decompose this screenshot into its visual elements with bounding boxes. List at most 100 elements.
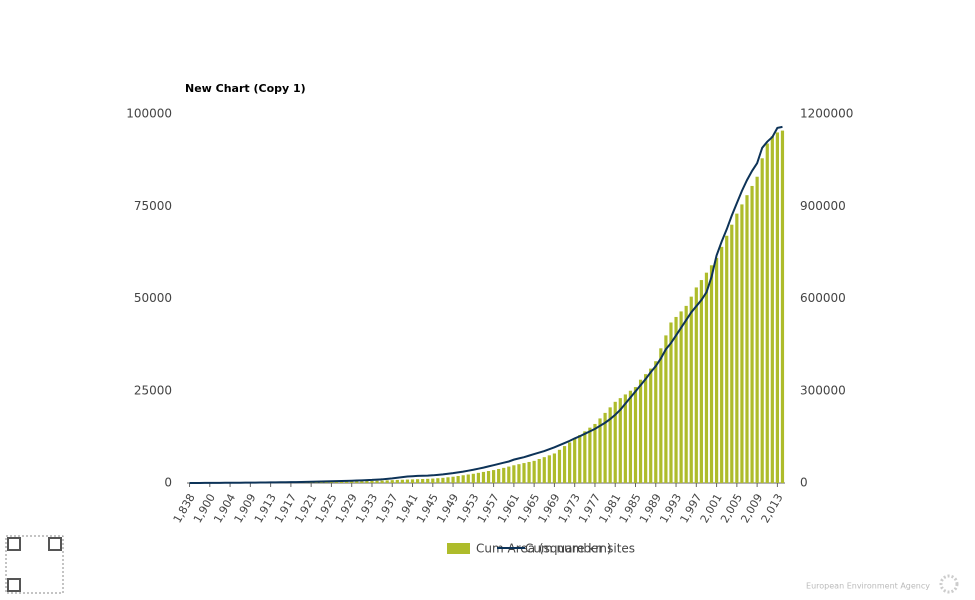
- y2-tick-label: 1200000: [800, 107, 853, 121]
- bar: [436, 478, 440, 483]
- bar: [345, 481, 349, 483]
- bar: [390, 480, 394, 483]
- bar: [603, 412, 607, 483]
- bar: [644, 374, 648, 483]
- bar: [740, 204, 744, 483]
- bar: [446, 477, 450, 483]
- bar: [593, 423, 597, 483]
- y2-tick-label: 0: [800, 476, 808, 490]
- bar: [542, 457, 546, 483]
- legend-swatch: [447, 543, 470, 554]
- bar: [385, 480, 389, 483]
- bar: [334, 481, 339, 483]
- bar: [669, 322, 673, 483]
- bar: [735, 213, 739, 483]
- bar: [365, 481, 369, 483]
- bar: [745, 195, 749, 483]
- bar: [608, 407, 612, 483]
- bar: [481, 471, 486, 483]
- bar: [664, 335, 668, 483]
- bar: [694, 287, 698, 483]
- y-tick-label: 0: [164, 476, 172, 490]
- bar: [573, 438, 577, 483]
- bar: [578, 435, 582, 483]
- bar: [583, 431, 587, 483]
- bar: [568, 442, 572, 483]
- bar: [486, 471, 491, 483]
- bar: [765, 143, 769, 483]
- bar: [355, 481, 359, 483]
- bar: [415, 479, 420, 483]
- bar: [699, 280, 703, 483]
- bar: [714, 257, 719, 483]
- eea-logo: [939, 574, 959, 594]
- bar: [674, 316, 678, 483]
- line: [189, 125, 783, 484]
- y2-tick-label: 600000: [800, 291, 846, 305]
- bar: [562, 446, 567, 483]
- bar: [324, 481, 328, 483]
- bar: [395, 479, 399, 483]
- bar: [492, 470, 496, 483]
- bar: [441, 477, 445, 483]
- bar: [725, 235, 729, 483]
- bar: [649, 368, 653, 483]
- bar: [512, 465, 516, 483]
- bar: [466, 474, 470, 483]
- bar: [730, 224, 734, 483]
- bar: [471, 473, 475, 483]
- bar: [370, 480, 374, 483]
- bar: [760, 158, 764, 483]
- bar: [476, 472, 480, 483]
- bar: [461, 475, 465, 483]
- y-tick-label: 100000: [126, 107, 172, 121]
- bar: [421, 479, 425, 483]
- bar: [704, 272, 709, 483]
- bar: [628, 390, 633, 483]
- bar: [598, 418, 602, 483]
- bar: [775, 132, 779, 483]
- bar: [426, 478, 430, 483]
- bar: [517, 464, 521, 483]
- bar: [633, 387, 638, 483]
- legend-label: Cum number sites: [525, 542, 635, 556]
- chart-title: New Chart (Copy 1): [185, 82, 306, 95]
- bar: [527, 461, 531, 483]
- bar: [709, 265, 714, 483]
- bar: [679, 311, 683, 483]
- bar: [684, 305, 688, 483]
- bar: [400, 479, 404, 483]
- bar: [755, 176, 759, 484]
- bar: [360, 481, 364, 483]
- bar: [405, 479, 410, 483]
- bar: [552, 453, 557, 483]
- bar: [537, 459, 541, 483]
- bar: [654, 361, 658, 483]
- bar: [375, 480, 379, 483]
- bar: [770, 136, 774, 483]
- bar: [588, 427, 592, 483]
- bar: [451, 476, 455, 483]
- bar: [497, 468, 501, 483]
- y2-tick-label: 900000: [800, 199, 846, 213]
- bar: [532, 460, 536, 483]
- bar: [659, 348, 663, 483]
- legend-label: Cum Area (square km): [476, 542, 612, 556]
- bar: [638, 379, 643, 483]
- footer-source: European Environment Agency: [806, 582, 930, 591]
- bar: [380, 480, 384, 483]
- y-tick-label: 25000: [134, 383, 172, 397]
- bar: [618, 398, 622, 483]
- bar: [329, 481, 334, 483]
- bar: [623, 394, 627, 483]
- y-tick-label: 50000: [134, 291, 172, 305]
- bar: [613, 401, 617, 483]
- bar: [456, 475, 460, 483]
- bar: [547, 455, 551, 483]
- bar: [350, 481, 354, 483]
- bar: [410, 479, 415, 483]
- y2-tick-label: 300000: [800, 383, 846, 397]
- bar: [720, 246, 724, 483]
